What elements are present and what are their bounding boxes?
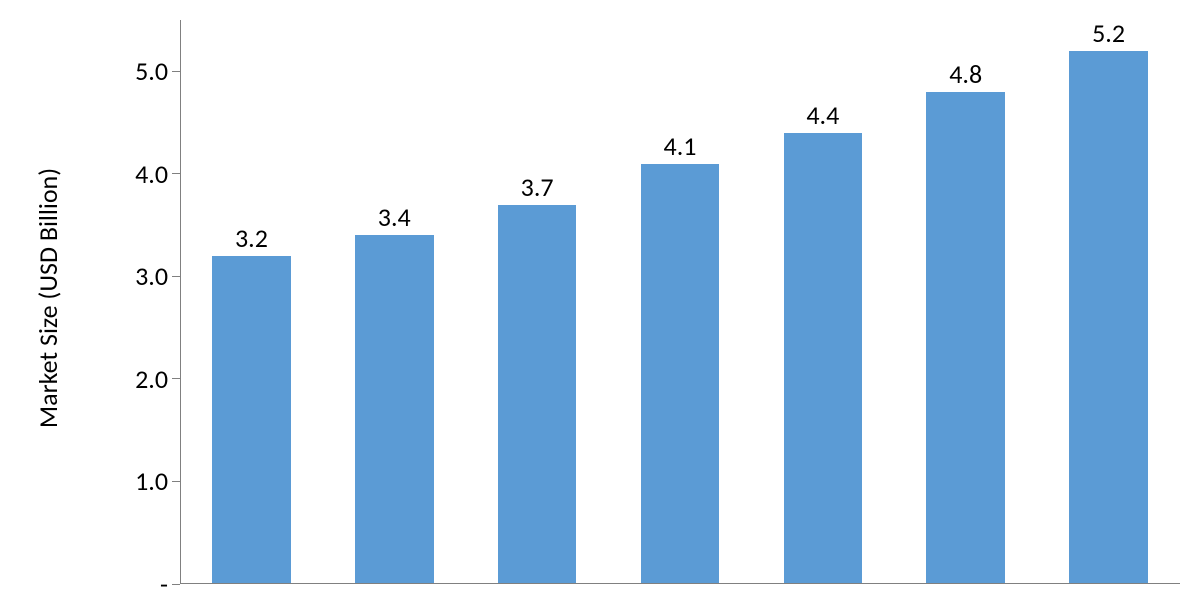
y-tick-mark — [172, 71, 180, 72]
bar — [1069, 51, 1148, 584]
y-tick-label: 2.0 — [98, 362, 168, 396]
y-tick-label: 1.0 — [98, 464, 168, 498]
x-axis-line — [180, 583, 1180, 584]
y-tick-mark — [172, 584, 180, 585]
y-tick-label: 4.0 — [98, 157, 168, 191]
bar — [498, 205, 577, 584]
y-tick-label: - — [98, 567, 168, 601]
y-axis-line — [180, 20, 181, 584]
data-label: 3.7 — [466, 171, 609, 203]
y-tick-mark — [172, 276, 180, 277]
bar — [926, 92, 1005, 584]
data-label: 3.4 — [323, 201, 466, 233]
bar — [784, 133, 863, 584]
data-label: 5.2 — [1037, 17, 1180, 49]
bar — [355, 235, 434, 584]
y-tick-label: 5.0 — [98, 54, 168, 88]
data-label: 4.4 — [751, 99, 894, 131]
y-tick-mark — [172, 378, 180, 379]
plot-area — [180, 20, 1180, 584]
bar-chart: Market Size (USD Billion) - 1.0 2.0 3.0 4.0 5… — [0, 0, 1200, 600]
y-tick-label: 3.0 — [98, 259, 168, 293]
y-tick-mark — [172, 481, 180, 482]
bar — [212, 256, 291, 584]
y-axis-title: Market Size (USD Billion) — [32, 98, 64, 498]
y-tick-mark — [172, 173, 180, 174]
data-label: 4.8 — [894, 58, 1037, 90]
data-label: 4.1 — [609, 130, 752, 162]
bar — [641, 164, 720, 584]
data-label: 3.2 — [180, 222, 323, 254]
